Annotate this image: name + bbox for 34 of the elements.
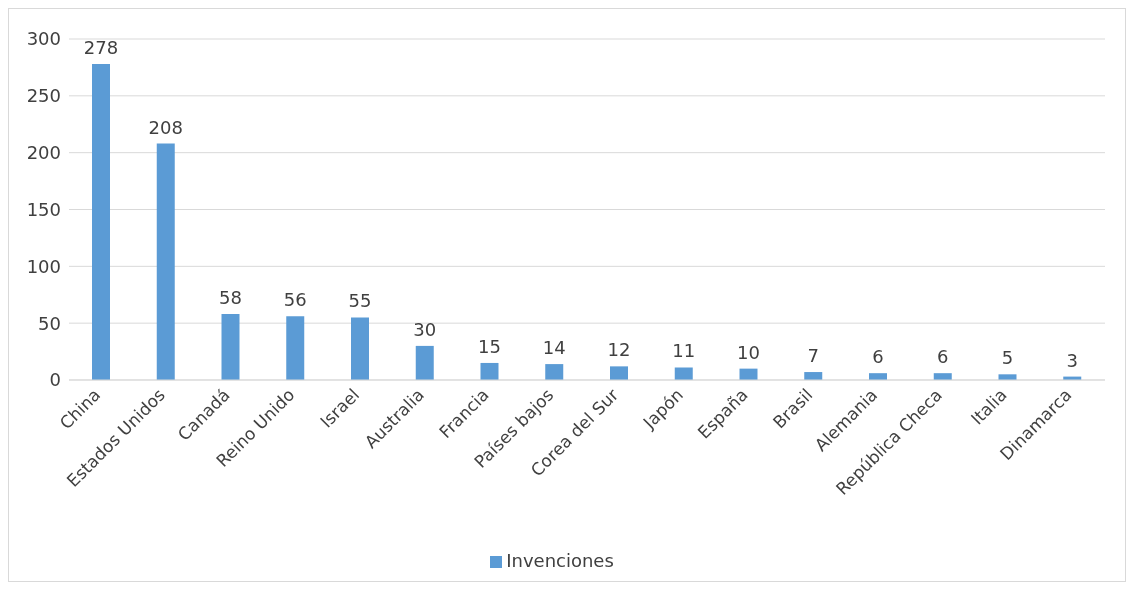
data-label: 56 (283, 289, 307, 311)
data-label: 5 (1001, 347, 1014, 369)
bar (351, 317, 369, 380)
y-tick-label: 50 (38, 312, 61, 334)
data-label: 15 (478, 335, 501, 357)
data-label: 7 (807, 345, 819, 367)
bar (221, 314, 240, 380)
data-label: 6 (937, 346, 949, 368)
y-tick-label: 0 (49, 369, 61, 391)
data-label: 10 (737, 341, 760, 363)
data-label: 30 (413, 318, 437, 340)
y-tick-label: 100 (26, 255, 61, 277)
y-tick-label: 300 (26, 28, 61, 50)
bar (415, 345, 434, 380)
data-label: 6 (872, 346, 884, 368)
data-label: 12 (607, 339, 631, 361)
y-tick-label: 200 (26, 142, 61, 164)
y-tick-label: 150 (26, 198, 61, 220)
bar (286, 316, 305, 380)
y-tick-label: 250 (26, 85, 61, 107)
data-label: 278 (83, 37, 119, 59)
legend-label: Invenciones (506, 550, 614, 571)
bar (92, 64, 110, 380)
data-label: 11 (672, 340, 696, 362)
bar (610, 366, 628, 380)
bar (674, 367, 693, 380)
data-label: 208 (148, 116, 183, 138)
data-label: 14 (542, 337, 566, 359)
data-label: 55 (348, 290, 372, 312)
data-label: 3 (1066, 349, 1078, 371)
data-label: 58 (219, 287, 242, 309)
bar (545, 364, 564, 380)
bar (480, 362, 499, 380)
bar (156, 143, 175, 380)
